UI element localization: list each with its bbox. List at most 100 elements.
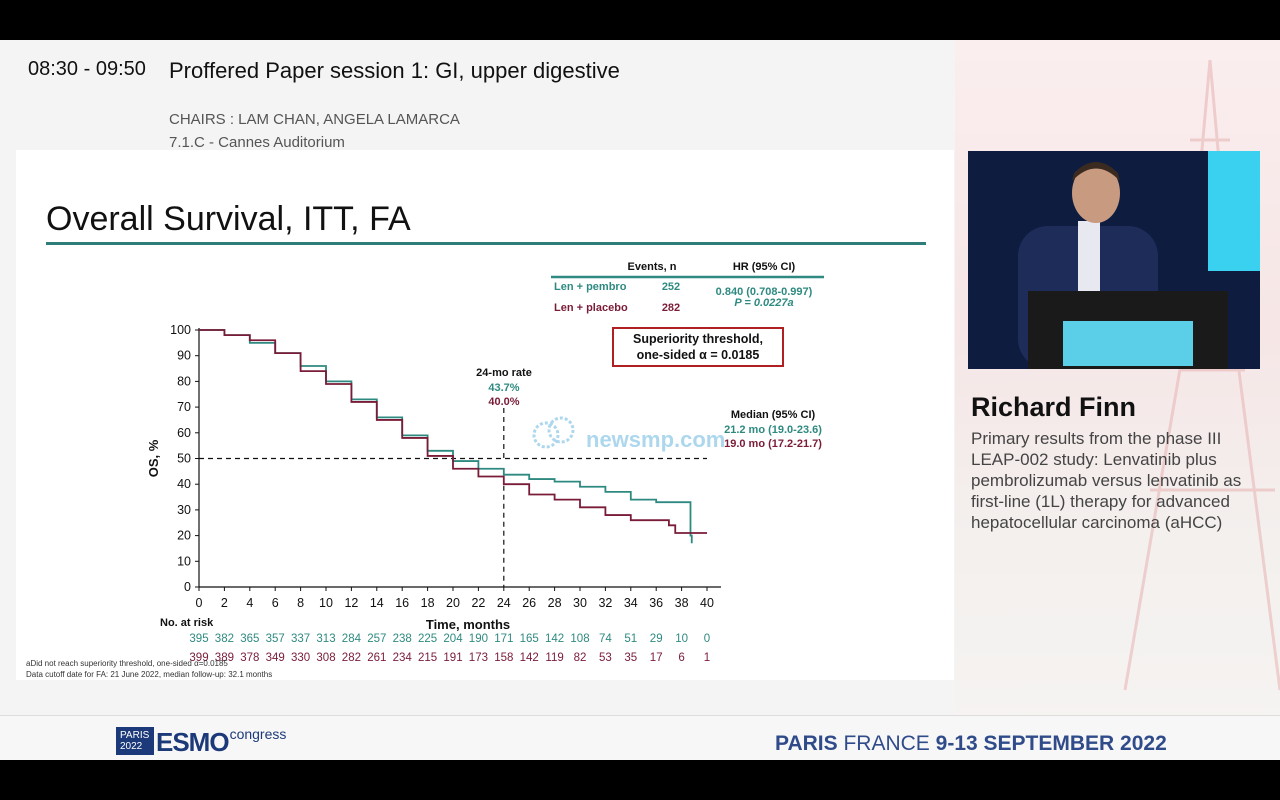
at-risk-placebo-value: 158 — [494, 652, 513, 664]
at-risk-placebo-value: 17 — [650, 652, 663, 664]
title-divider — [46, 242, 926, 245]
at-risk-pembro-value: 190 — [469, 633, 488, 645]
event-dates: 9-13 SEPTEMBER 2022 — [935, 732, 1167, 755]
legend-pembro-name: Len + pembro — [554, 281, 627, 293]
y-tick-label: 90 — [177, 349, 191, 363]
at-risk-label: No. at risk — [160, 617, 214, 629]
x-tick-label: 14 — [370, 596, 384, 610]
at-risk-pembro-value: 165 — [520, 633, 539, 645]
legend-table: Events, n HR (95% CI) Len + pembro 252 L… — [551, 261, 824, 314]
esmo-word: ESMO — [156, 727, 230, 757]
at-risk-placebo-value: 6 — [678, 652, 684, 664]
x-tick-label: 26 — [522, 596, 536, 610]
threshold-line-2: one-sided α = 0.0185 — [637, 348, 760, 362]
watermark-logo-icon — [532, 416, 575, 449]
x-tick-label: 32 — [598, 596, 612, 610]
conference-stage: 08:30 - 09:50 Proffered Paper session 1:… — [0, 40, 1280, 760]
y-tick-label: 100 — [170, 323, 191, 337]
at-risk-placebo-value: 378 — [240, 652, 259, 664]
x-tick-label: 34 — [624, 596, 638, 610]
x-tick-label: 0 — [196, 596, 203, 610]
x-tick-label: 36 — [649, 596, 663, 610]
esmo-congress: congress — [229, 726, 287, 742]
at-risk-placebo-value: 35 — [624, 652, 637, 664]
x-axis-title: Time, months — [426, 617, 510, 632]
y-tick-label: 10 — [177, 554, 191, 568]
at-risk-pembro-value: 225 — [418, 633, 437, 645]
rate24-pembro: 43.7% — [488, 382, 519, 394]
slide-title: Overall Survival, ITT, FA — [46, 200, 411, 238]
y-tick-label: 50 — [177, 452, 191, 466]
watermark: newsmp.com — [532, 416, 725, 452]
x-tick-label: 12 — [344, 596, 358, 610]
at-risk-pembro-value: 382 — [215, 633, 234, 645]
talk-description: Primary results from the phase III LEAP-… — [971, 429, 1242, 532]
podium — [1028, 291, 1228, 369]
speaker-video — [968, 151, 1260, 369]
x-tick-label: 30 — [573, 596, 587, 610]
y-tick-label: 0 — [184, 580, 191, 594]
x-tick-label: 8 — [297, 596, 304, 610]
event-location-dates: PARIS FRANCE 9-13 SEPTEMBER 2022 — [775, 732, 1167, 756]
session-title: Proffered Paper session 1: GI, upper dig… — [169, 58, 620, 83]
at-risk-placebo-value: 53 — [599, 652, 612, 664]
at-risk-placebo-value: 142 — [520, 652, 539, 664]
screen-glow — [1208, 151, 1260, 271]
session-room: 7.1.C - Cannes Auditorium — [169, 134, 345, 151]
at-risk-pembro-value: 51 — [624, 633, 637, 645]
x-tick-label: 38 — [675, 596, 689, 610]
legend-events-header: Events, n — [628, 261, 677, 273]
at-risk-placebo-value: 215 — [418, 652, 437, 664]
session-time: 08:30 - 09:50 — [28, 58, 146, 80]
x-tick-label: 4 — [246, 596, 253, 610]
at-risk-pembro-value: 0 — [704, 633, 710, 645]
median-pembro: 21.2 mo (19.0-23.6) — [724, 424, 822, 436]
x-tick-label: 18 — [421, 596, 435, 610]
threshold-line-1: Superiority threshold, — [633, 332, 763, 346]
legend-hr-header: HR (95% CI) — [733, 261, 796, 273]
median-placebo: 19.0 mo (17.2-21.7) — [724, 438, 822, 450]
legend-pembro-events: 252 — [662, 281, 680, 293]
at-risk-placebo-value: 191 — [443, 652, 462, 664]
at-risk-pembro-value: 257 — [367, 633, 386, 645]
x-tick-label: 2 — [221, 596, 228, 610]
at-risk-table: No. at risk 395 382 365 357 337 313 284 257 238 2… — [160, 617, 710, 664]
at-risk-pembro-value: 337 — [291, 633, 310, 645]
chart-series — [199, 329, 707, 544]
x-tick-label: 28 — [548, 596, 562, 610]
legend-placebo-name: Len + placebo — [554, 302, 628, 314]
speaker-name: Richard Finn — [971, 392, 1137, 422]
at-risk-pembro-value: 204 — [443, 633, 463, 645]
at-risk-pembro-value: 395 — [189, 633, 208, 645]
at-risk-pembro-value: 171 — [494, 633, 513, 645]
at-risk-placebo-value: 82 — [574, 652, 587, 664]
hazard-ratio: 0.840 (0.708-0.997) — [716, 286, 813, 298]
at-risk-placebo-value: 173 — [469, 652, 488, 664]
median-label: Median (95% CI) — [731, 409, 816, 421]
logo-city: PARIS — [120, 730, 150, 741]
at-risk-placebo-value: 282 — [342, 652, 361, 664]
x-tick-label: 24 — [497, 596, 511, 610]
at-risk-pembro-value: 238 — [393, 633, 412, 645]
at-risk-placebo-value: 349 — [266, 652, 285, 664]
y-tick-label: 80 — [177, 374, 191, 388]
y-tick-label: 70 — [177, 400, 191, 414]
esmo-logo: PARIS 2022 ESMOcongress — [116, 727, 286, 757]
x-tick-label: 20 — [446, 596, 460, 610]
session-chairs: CHAIRS : LAM CHAN, ANGELA LAMARCA — [169, 111, 460, 128]
y-tick-label: 60 — [177, 426, 191, 440]
footnote-2: Data cutoff date for FA: 21 June 2022, m… — [26, 670, 272, 679]
at-risk-pembro-value: 29 — [650, 633, 663, 645]
p-value: P = 0.0227a — [734, 297, 793, 309]
y-axis-title: OS, % — [146, 439, 161, 477]
at-risk-pembro-value: 108 — [570, 633, 589, 645]
at-risk-pembro-value: 313 — [316, 633, 335, 645]
at-risk-placebo-value: 261 — [367, 652, 386, 664]
footer-bar — [0, 716, 1280, 760]
at-risk-placebo-value: 119 — [545, 652, 563, 664]
at-risk-pembro-value: 365 — [240, 633, 259, 645]
presentation-slide: Overall Survival, ITT, FA 0 10 20 30 40 50 60 7… — [16, 150, 954, 680]
at-risk-placebo-value: 1 — [704, 652, 710, 664]
